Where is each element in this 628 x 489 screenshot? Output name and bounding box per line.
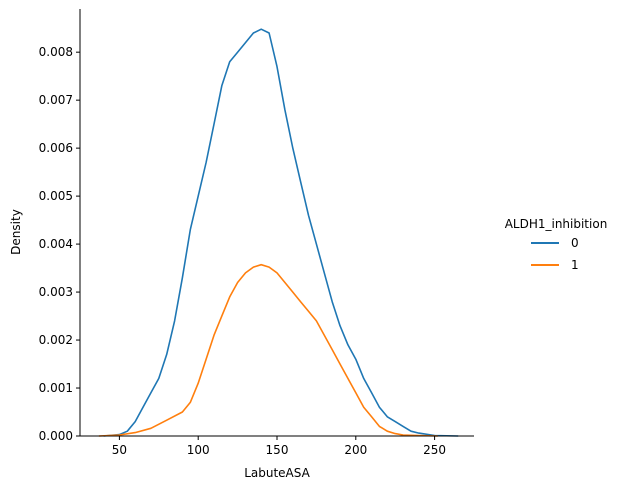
legend-title: ALDH1_inhibition: [505, 217, 608, 231]
legend-label-0: 0: [571, 236, 579, 250]
y-tick-label: 0.008: [39, 45, 73, 59]
y-axis-label: Density: [9, 209, 23, 255]
x-ticks: 50 100 150 200 250: [112, 436, 446, 457]
x-axis-label: LabuteASA: [244, 466, 310, 480]
density-line-0: [103, 28, 459, 437]
legend: ALDH1_inhibition 0 1: [505, 217, 608, 272]
legend-label-1: 1: [571, 258, 579, 272]
y-tick-label: 0.001: [39, 381, 73, 395]
y-tick-label: 0.004: [39, 237, 73, 251]
y-tick-label: 0.000: [39, 429, 73, 443]
x-tick-label: 250: [423, 443, 446, 457]
x-tick-label: 100: [187, 443, 210, 457]
x-tick-label: 150: [266, 443, 289, 457]
y-tick-label: 0.003: [39, 285, 73, 299]
y-ticks: 0.000 0.001 0.002 0.003 0.004 0.005 0.006 0.007…: [39, 45, 80, 443]
plot-lines: [98, 28, 459, 437]
y-tick-label: 0.006: [39, 141, 73, 155]
x-tick-label: 50: [112, 443, 127, 457]
y-tick-label: 0.002: [39, 333, 73, 347]
density-line-1: [98, 263, 438, 437]
x-tick-label: 200: [344, 443, 367, 457]
y-tick-label: 0.005: [39, 189, 73, 203]
y-tick-label: 0.007: [39, 93, 73, 107]
axes: [79, 9, 474, 437]
